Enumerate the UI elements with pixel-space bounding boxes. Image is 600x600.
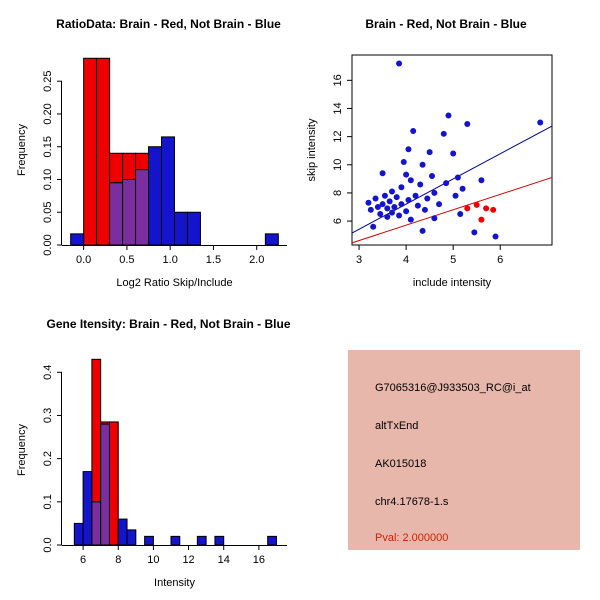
svg-text:Brain - Red, Not Brain - Blue: Brain - Red, Not Brain - Blue [365,17,527,31]
splice-event-type-text: altTxEnd [375,420,419,432]
svg-text:0.5: 0.5 [119,254,134,266]
svg-text:14: 14 [218,554,230,566]
svg-text:0.25: 0.25 [42,70,54,91]
gene-info-box: G7065316@J933503_RC@i_at altTxEnd AK0150… [348,350,580,550]
svg-text:12: 12 [332,131,344,143]
svg-text:Frequency: Frequency [16,124,28,176]
gene-intensity-histogram: 6 8 10 12 14 16 0.0 0.1 0.2 0.3 0.4 Gene Itensity: … [16,317,291,589]
svg-text:skip intensity: skip intensity [306,118,318,181]
svg-text:8: 8 [332,190,344,196]
svg-text:6: 6 [80,554,86,566]
svg-text:14: 14 [332,102,344,114]
svg-text:16: 16 [253,554,265,566]
svg-text:0.00: 0.00 [42,234,54,255]
svg-text:0.2: 0.2 [42,451,54,466]
svg-text:Intensity: Intensity [154,577,195,589]
svg-text:2.0: 2.0 [249,254,264,266]
svg-text:12: 12 [182,554,194,566]
svg-text:10: 10 [147,554,159,566]
svg-text:0.05: 0.05 [42,202,54,223]
info-quadrant: G7065316@J933503_RC@i_at altTxEnd AK0150… [300,300,600,600]
svg-text:0.20: 0.20 [42,103,54,124]
svg-text:8: 8 [115,554,121,566]
svg-text:1.0: 1.0 [163,254,178,266]
svg-text:3: 3 [356,254,362,266]
accession-text: AK015018 [375,458,427,470]
svg-text:Frequency: Frequency [16,424,28,476]
svg-text:10: 10 [332,159,344,171]
intensity-scatterplot: 3 4 5 6 6 8 10 12 14 16 Brain - Red, Not Brain - B… [306,17,553,289]
svg-text:Gene Itensity: Brain - Red, No: Gene Itensity: Brain - Red, Not Brain - … [46,317,290,331]
svg-text:0.0: 0.0 [42,537,54,552]
chromosome-location-text: chr4.17678-1.s [375,496,449,508]
svg-text:0.4: 0.4 [42,365,54,380]
svg-text:RatioData: Brain - Red, Not Br: RatioData: Brain - Red, Not Brain - Blue [56,17,281,31]
svg-text:1.5: 1.5 [206,254,221,266]
svg-text:0.3: 0.3 [42,408,54,423]
pval-text: Pval: 2.000000 [375,532,449,544]
ratio-histogram: 0.0 0.5 1.0 1.5 2.0 0.00 0.05 0.10 0.15 0.20 0.25 R… [16,17,287,289]
svg-text:6: 6 [497,254,503,266]
svg-text:4: 4 [403,254,409,266]
svg-text:include intensity: include intensity [413,277,492,289]
svg-text:6: 6 [332,218,344,224]
svg-text:0.1: 0.1 [42,494,54,509]
svg-text:0.0: 0.0 [76,254,91,266]
svg-text:16: 16 [332,74,344,86]
svg-text:0.15: 0.15 [42,136,54,157]
svg-text:5: 5 [450,254,456,266]
probe-id-text: G7065316@J933503_RC@i_at [375,382,531,394]
svg-text:0.10: 0.10 [42,169,54,190]
svg-text:Log2 Ratio Skip/Include: Log2 Ratio Skip/Include [116,277,232,289]
